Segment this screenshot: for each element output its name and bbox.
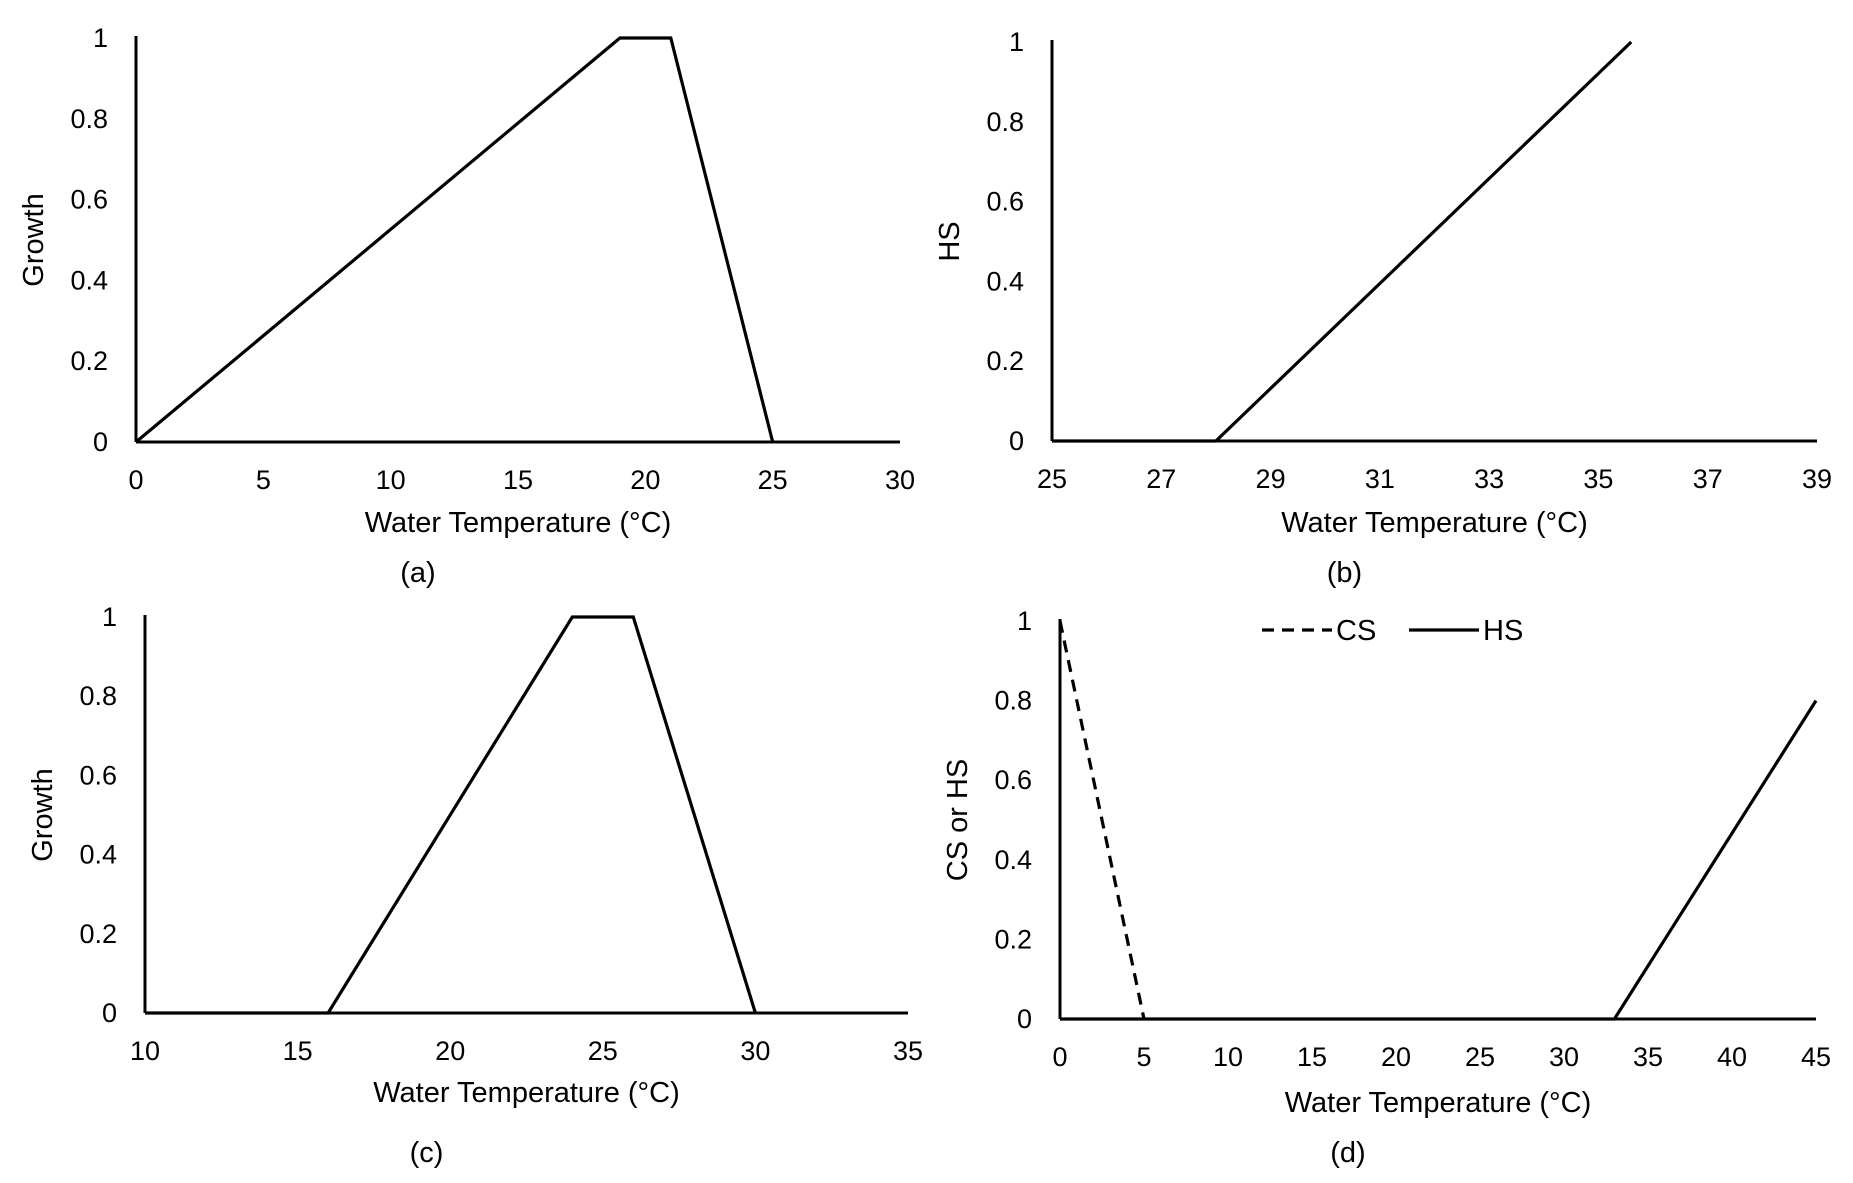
series-line-growth (145, 615, 757, 1015)
x-axis-label: Water Temperature (°C) (373, 1077, 680, 1109)
x-tick-label: 29 (1256, 464, 1286, 494)
x-tick-label: 27 (1146, 464, 1176, 494)
x-tick-label: 31 (1365, 464, 1395, 494)
x-tick-label: 15 (1297, 1042, 1327, 1072)
y-tick-label: 1 (102, 602, 117, 632)
panel-caption: (b) (1327, 557, 1362, 589)
y-tick-label: 0.4 (79, 840, 117, 870)
legend: CS HS (1262, 615, 1523, 647)
x-tick-label: 10 (1213, 1042, 1243, 1072)
y-axis-label: CS or HS (942, 759, 974, 881)
x-tick-label: 0 (128, 465, 143, 495)
y-axis-label: HS (934, 221, 966, 261)
x-tick-label: 20 (435, 1036, 465, 1066)
y-tick-label: 0.2 (994, 924, 1032, 954)
x-axis-label: Water Temperature (°C) (1285, 1087, 1592, 1119)
x-tick-label: 25 (1465, 1042, 1495, 1072)
series-line-hs (1052, 40, 1633, 443)
y-tick-label: 0.8 (986, 107, 1024, 137)
x-tick-label: 35 (1633, 1042, 1663, 1072)
x-tick-label: 35 (893, 1036, 923, 1066)
y-tick-label: 0.8 (70, 104, 108, 134)
y-tick-label: 0 (102, 998, 117, 1028)
y-tick-label: 0.6 (994, 765, 1032, 795)
y-tick-label: 1 (1017, 606, 1032, 636)
panel-caption: (a) (400, 557, 435, 589)
x-tick-label: 10 (376, 465, 406, 495)
x-tick-label: 20 (1381, 1042, 1411, 1072)
panel-caption: (c) (410, 1137, 444, 1169)
x-tick-label: 30 (1549, 1042, 1579, 1072)
x-tick-label: 10 (130, 1036, 160, 1066)
series-line-hs (1060, 699, 1818, 1021)
y-tick-label: 0.8 (994, 686, 1032, 716)
x-tick-label: 39 (1802, 464, 1832, 494)
series-line-growth (134, 36, 775, 444)
x-tick-label: 15 (283, 1036, 313, 1066)
x-tick-label: 37 (1693, 464, 1723, 494)
x-tick-label: 25 (758, 465, 788, 495)
chart-panel-3: 0 0.2 0.4 0.6 0.8 1 10 15 20 25 30 35 Water Temperat… (27, 602, 923, 1169)
panel-caption: (d) (1330, 1137, 1365, 1169)
x-tick-label: 45 (1801, 1042, 1831, 1072)
x-tick-label: 5 (1136, 1042, 1151, 1072)
y-tick-label: 0.2 (70, 346, 108, 376)
y-axis-label: Growth (18, 193, 50, 286)
x-tick-label: 0 (1052, 1042, 1067, 1072)
x-tick-label: 35 (1583, 464, 1613, 494)
series-line-cs-dashed (1058, 620, 1146, 1020)
y-tick-label: 0.6 (79, 760, 117, 790)
y-tick-label: 0 (1017, 1004, 1032, 1034)
y-tick-label: 0.2 (79, 919, 117, 949)
y-tick-label: 0.6 (986, 187, 1024, 217)
x-tick-label: 30 (740, 1036, 770, 1066)
x-tick-label: 33 (1474, 464, 1504, 494)
y-axis-label: Growth (27, 768, 59, 861)
x-axis-label: Water Temperature (°C) (365, 507, 672, 539)
x-tick-label: 5 (256, 465, 271, 495)
y-tick-label: 0.4 (994, 845, 1032, 875)
legend-label-cs: CS (1336, 615, 1376, 647)
y-tick-label: 1 (1009, 27, 1024, 57)
x-tick-label: 40 (1717, 1042, 1747, 1072)
x-tick-label: 30 (885, 465, 915, 495)
y-tick-label: 0.6 (70, 185, 108, 215)
x-tick-label: 25 (1037, 464, 1067, 494)
y-tick-label: 1 (93, 23, 108, 53)
x-axis-label: Water Temperature (°C) (1281, 507, 1588, 539)
y-tick-label: 0 (93, 427, 108, 457)
y-tick-label: 0.8 (79, 681, 117, 711)
legend-label-hs: HS (1483, 615, 1523, 647)
y-tick-label: 0 (1009, 426, 1024, 456)
x-tick-label: 15 (503, 465, 533, 495)
x-tick-label: 20 (630, 465, 660, 495)
x-tick-label: 25 (588, 1036, 618, 1066)
y-tick-label: 0.4 (70, 265, 108, 295)
y-tick-label: 0.4 (986, 266, 1024, 296)
chart-panel-2: 0 0.2 0.4 0.6 0.8 1 25 27 29 31 33 35 37 39 Water Temp… (934, 27, 1832, 589)
y-tick-label: 0.2 (986, 346, 1024, 376)
